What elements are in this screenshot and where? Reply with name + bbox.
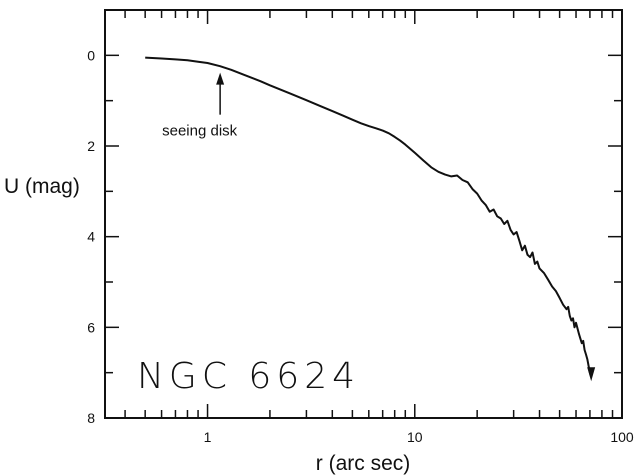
x-tick-label: 1 [204,429,212,445]
curve-end-arrowhead [587,367,596,382]
y-tick-label: 0 [87,47,95,63]
y-tick-label: 6 [87,319,95,335]
tick-labels: 1 10 100 0 2 4 6 8 [87,47,634,445]
axis-ticks [105,10,622,419]
x-tick-label: 10 [407,429,423,445]
annotations: seeing disk NGC 6624 [137,72,596,397]
y-axis-title: U (mag) [4,175,80,198]
seeing-disk-arrowhead [216,72,225,85]
x-axis-title: r (arc sec) [316,452,411,475]
seeing-disk-label: seeing disk [162,123,238,140]
object-label: NGC 6624 [137,356,360,397]
y-tick-label: 8 [87,410,95,426]
profile-curve [145,56,593,378]
y-tick-label: 4 [87,229,95,245]
plot-frame [104,9,623,419]
y-tick-label: 2 [87,138,95,154]
x-tick-label: 100 [610,429,634,445]
